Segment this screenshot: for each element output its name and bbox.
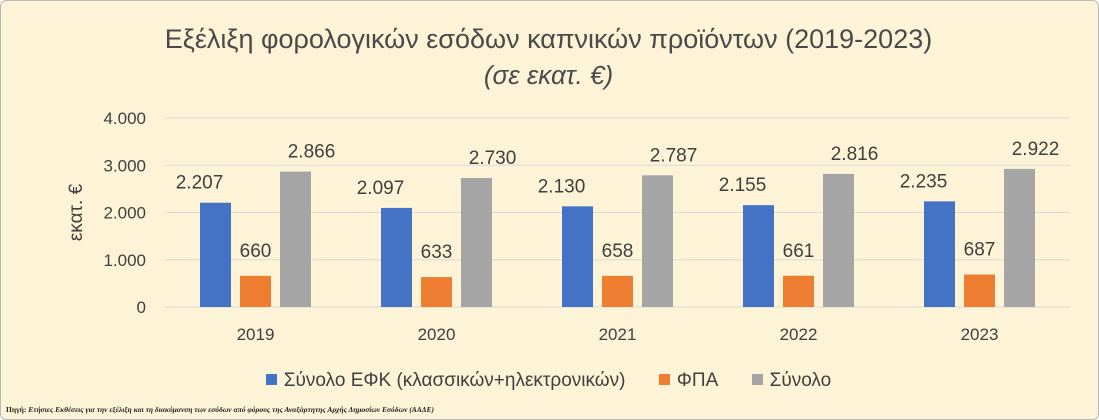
y-axis-label: εκατ. € (66, 183, 87, 241)
legend-label-total: Σύνολο (769, 370, 832, 391)
bar-fpa-2019 (240, 275, 271, 307)
data-label-fpa-2021: 658 (602, 241, 634, 262)
bar-fpa-2020 (421, 277, 452, 307)
bar-efk-2022 (743, 205, 774, 307)
bar-total-2023 (1004, 168, 1035, 307)
bar-fpa-2021 (602, 275, 633, 307)
legend-label-fpa: ΦΠΑ (676, 370, 719, 391)
x-tick-label: 2019 (237, 325, 275, 344)
x-tick-label: 2022 (780, 325, 818, 344)
bar-efk-2019 (200, 202, 231, 307)
bar-efk-2020 (381, 207, 412, 307)
bar-chart: 0 1.000 2.000 3.000 4.000 εκατ. € 2.207 660 2.86… (66, 109, 1070, 344)
x-tick-label: 2021 (599, 325, 637, 344)
y-tick-label: 1.000 (103, 251, 146, 270)
source-note: Πηγή: Ετήσιες Εκθέσεις για την εξέλιξη κ… (6, 405, 434, 414)
bar-efk-2023 (924, 201, 955, 307)
chart-subtitle: (σε εκατ. €) (483, 60, 614, 90)
data-label-efk-2021: 2.130 (538, 176, 586, 197)
legend-swatch-efk (265, 374, 277, 385)
data-label-efk-2023: 2.235 (900, 171, 948, 192)
chart-legend: Σύνολο ΕΦΚ (κλασσικών+ηλεκτρονικών) ΦΠΑ … (0, 370, 1097, 392)
x-tick-label: 2020 (418, 325, 456, 344)
bar-total-2021 (642, 175, 673, 307)
source-label: Πηγή: (6, 405, 27, 414)
y-tick-label: 3.000 (103, 156, 146, 175)
bar-efk-2021 (562, 206, 593, 307)
legend-label-efk: Σύνολο ΕΦΚ (κλασσικών+ηλεκτρονικών) (283, 370, 626, 391)
legend-swatch-total (751, 374, 763, 385)
legend-item-total: Σύνολο (751, 370, 832, 392)
y-tick-label: 0 (137, 298, 146, 317)
data-label-efk-2019: 2.207 (176, 173, 224, 194)
data-label-efk-2022: 2.155 (719, 175, 767, 196)
legend-item-fpa: ΦΠΑ (658, 370, 719, 392)
data-label-fpa-2023: 687 (964, 240, 996, 261)
chart-title: Εξέλιξη φορολογικών εσόδων καπνικών προϊ… (164, 24, 933, 54)
source-text: Ετήσιες Εκθέσεις για την εξέλιξη και τη … (28, 405, 434, 414)
data-label-total-2022: 2.816 (831, 144, 879, 165)
legend-swatch-fpa (658, 374, 670, 385)
data-label-total-2021: 2.787 (650, 145, 698, 166)
legend-item-efk: Σύνολο ΕΦΚ (κλασσικών+ηλεκτρονικών) (265, 370, 626, 392)
x-tick-label: 2023 (961, 325, 999, 344)
bar-total-2022 (823, 173, 854, 307)
bar-fpa-2023 (964, 274, 995, 307)
data-label-fpa-2019: 660 (240, 241, 272, 262)
y-tick-label: 4.000 (103, 109, 146, 128)
y-tick-label: 2.000 (103, 204, 146, 223)
data-label-efk-2020: 2.097 (357, 178, 405, 199)
data-label-fpa-2020: 633 (421, 242, 453, 263)
data-label-total-2023: 2.922 (1012, 139, 1060, 160)
bar-total-2019 (280, 171, 311, 307)
data-label-total-2020: 2.730 (469, 148, 517, 169)
data-label-total-2019: 2.866 (288, 142, 336, 163)
data-label-fpa-2022: 661 (783, 241, 815, 262)
bar-fpa-2022 (783, 275, 814, 307)
bar-total-2020 (461, 178, 492, 307)
